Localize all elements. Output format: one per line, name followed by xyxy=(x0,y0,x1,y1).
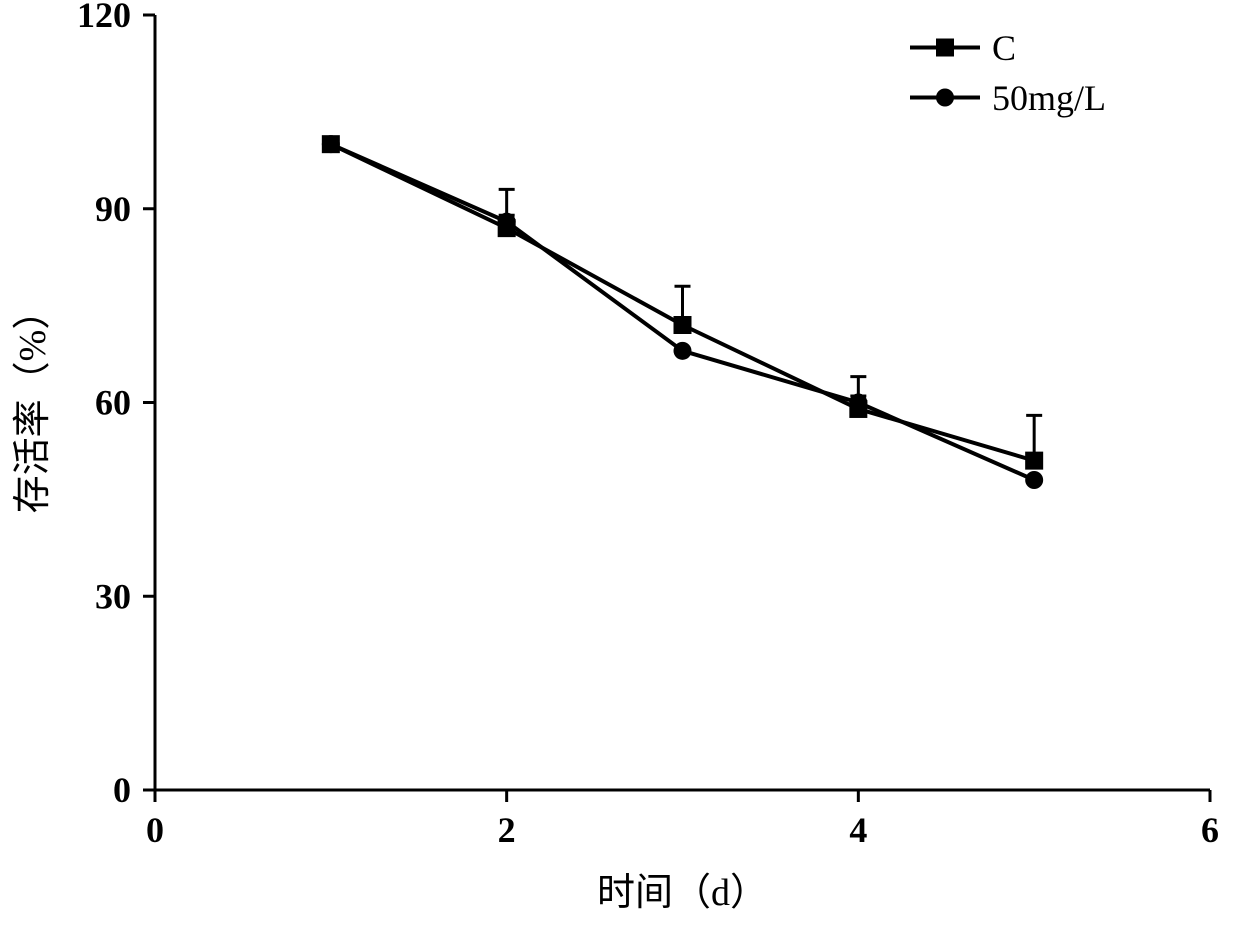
y-tick-label: 0 xyxy=(113,770,131,810)
chart-container: 02460306090120时间（d）存活率（%）C50mg/L xyxy=(0,0,1240,945)
marker-circle xyxy=(936,89,954,107)
x-axis-label: 时间（d） xyxy=(597,872,768,914)
marker-square xyxy=(1025,452,1043,470)
y-tick-label: 60 xyxy=(95,383,131,423)
marker-circle xyxy=(849,394,867,412)
y-tick-label: 30 xyxy=(95,576,131,616)
legend-label: 50mg/L xyxy=(992,78,1106,118)
y-tick-label: 120 xyxy=(77,0,131,35)
x-tick-label: 0 xyxy=(146,810,164,850)
marker-circle xyxy=(322,135,340,153)
x-tick-label: 4 xyxy=(849,810,867,850)
x-tick-label: 2 xyxy=(498,810,516,850)
x-tick-label: 6 xyxy=(1201,810,1219,850)
line-chart: 02460306090120时间（d）存活率（%）C50mg/L xyxy=(0,0,1240,945)
chart-background xyxy=(0,0,1240,945)
marker-square xyxy=(674,316,692,334)
marker-circle xyxy=(674,342,692,360)
marker-circle xyxy=(1025,471,1043,489)
marker-square xyxy=(936,39,954,57)
legend-label: C xyxy=(992,28,1016,68)
y-tick-label: 90 xyxy=(95,189,131,229)
y-axis-label: 存活率（%） xyxy=(12,292,54,514)
marker-circle xyxy=(498,213,516,231)
